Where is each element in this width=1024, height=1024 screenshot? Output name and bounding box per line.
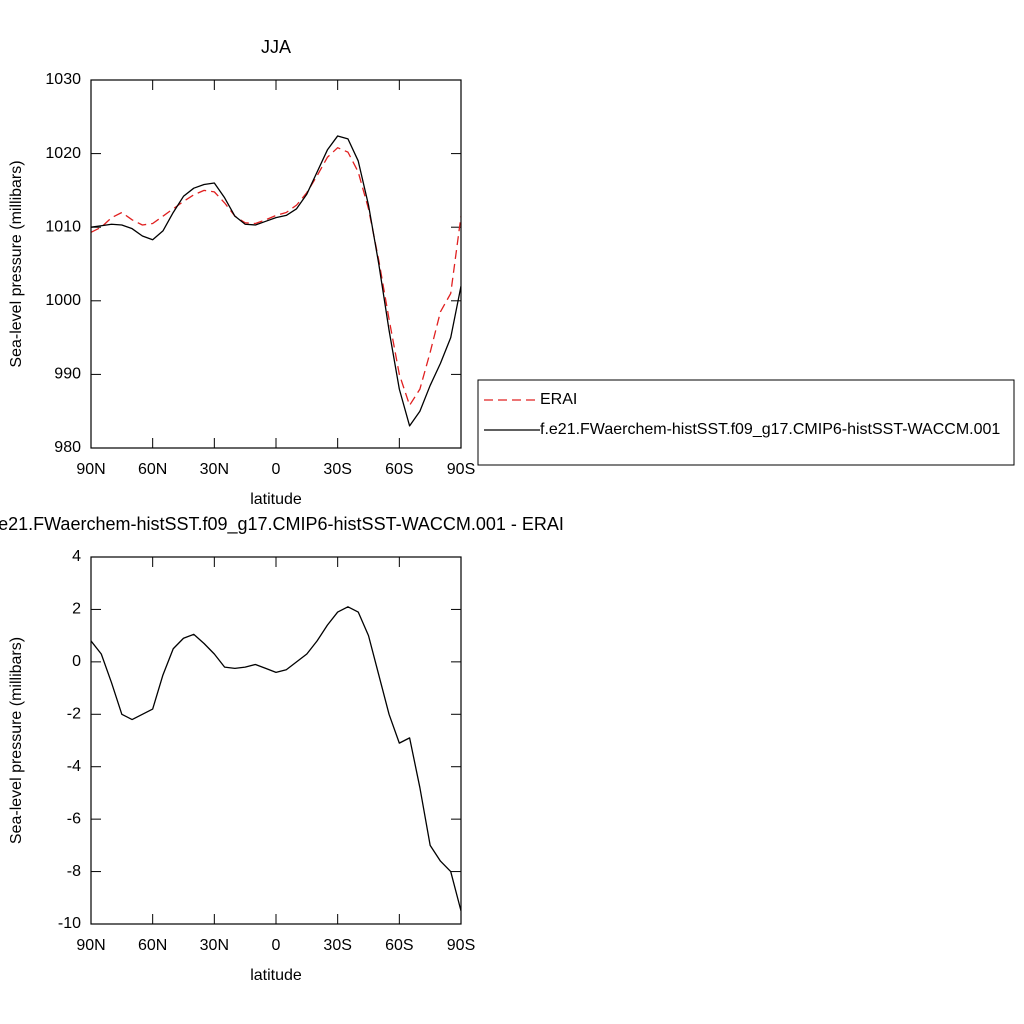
legend-label: f.e21.FWaerchem-histSST.f09_g17.CMIP6-hi…: [540, 421, 1000, 438]
y-tick-label: -8: [67, 863, 81, 880]
x-tick-label: 30S: [323, 461, 351, 478]
data-line: [91, 147, 461, 406]
y-tick-label: -2: [67, 706, 81, 723]
y-tick-label: 980: [54, 439, 81, 456]
x-tick-label: 30N: [200, 937, 229, 954]
x-tick-label: 30N: [200, 461, 229, 478]
plot-frame: [90, 79, 462, 449]
x-tick-label: 60N: [138, 461, 167, 478]
data-line: [91, 606, 461, 912]
y-axis-label: Sea-level pressure (millibars): [8, 160, 25, 367]
x-tick-label: 90S: [447, 461, 475, 478]
y-tick-label: -10: [58, 915, 81, 932]
x-tick-label: 90N: [76, 937, 105, 954]
x-tick-label: 60N: [138, 937, 167, 954]
data-line: [91, 135, 461, 427]
y-tick-label: 0: [72, 653, 81, 670]
x-axis-label: latitude: [250, 967, 302, 984]
y-tick-label: 1010: [45, 218, 81, 235]
y-tick-label: 1000: [45, 292, 81, 309]
y-axis-label: Sea-level pressure (millibars): [8, 637, 25, 844]
legend-label: ERAI: [540, 391, 577, 408]
y-tick-label: 1030: [45, 71, 81, 88]
chart-title: JJA: [261, 37, 291, 57]
y-tick-label: 2: [72, 601, 81, 618]
y-tick-label: -4: [67, 758, 81, 775]
legend-box: [477, 379, 1015, 466]
y-tick-label: 1020: [45, 145, 81, 162]
chart-title: f.e21.FWaerchem-histSST.f09_g17.CMIP6-hi…: [0, 514, 564, 535]
x-tick-label: 60S: [385, 937, 413, 954]
x-tick-label: 90S: [447, 937, 475, 954]
x-tick-label: 0: [272, 461, 281, 478]
x-tick-label: 30S: [323, 937, 351, 954]
x-axis-label: latitude: [250, 491, 302, 508]
y-tick-label: -6: [67, 810, 81, 827]
x-tick-label: 0: [272, 937, 281, 954]
y-tick-label: 990: [54, 366, 81, 383]
plot-frame: [90, 556, 462, 925]
x-tick-label: 60S: [385, 461, 413, 478]
x-tick-label: 90N: [76, 461, 105, 478]
y-tick-label: 4: [72, 548, 81, 565]
